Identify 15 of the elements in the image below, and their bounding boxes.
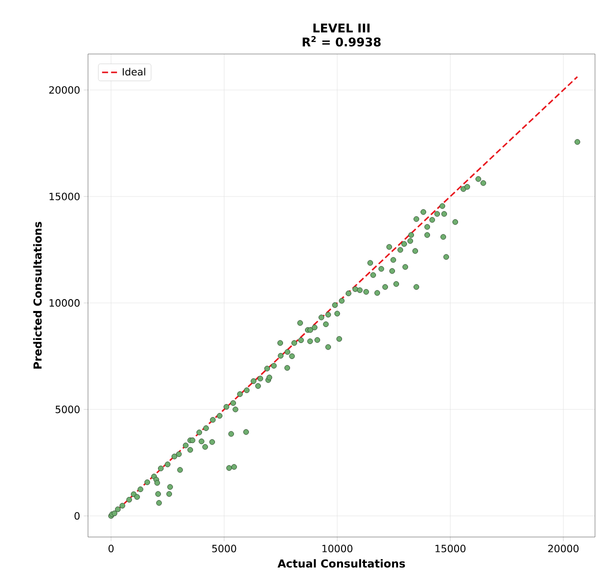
text: R$^{2}$ = 0.9938: [302, 36, 381, 46]
x-tick-label: 5000: [212, 544, 236, 552]
y-tick-label: 15000: [50, 192, 80, 200]
x-tick-label: 10000: [322, 544, 352, 552]
y-tick-label: 0: [74, 512, 80, 520]
y-tick-label: 20000: [49, 86, 80, 94]
x-axis-title: Actual Consultations: [278, 559, 405, 568]
x-tick-label: 0: [108, 544, 114, 552]
y-tick-label: 10000: [50, 299, 80, 307]
x-tick-label: 15000: [436, 544, 466, 552]
chart-title: LEVEL III: [313, 24, 370, 32]
y-tick-label: 5000: [56, 406, 80, 414]
x-tick-label: 20000: [548, 544, 579, 552]
legend-label: Ideal: [122, 68, 146, 76]
y-axis-title: Predicted Consultations: [33, 222, 42, 369]
